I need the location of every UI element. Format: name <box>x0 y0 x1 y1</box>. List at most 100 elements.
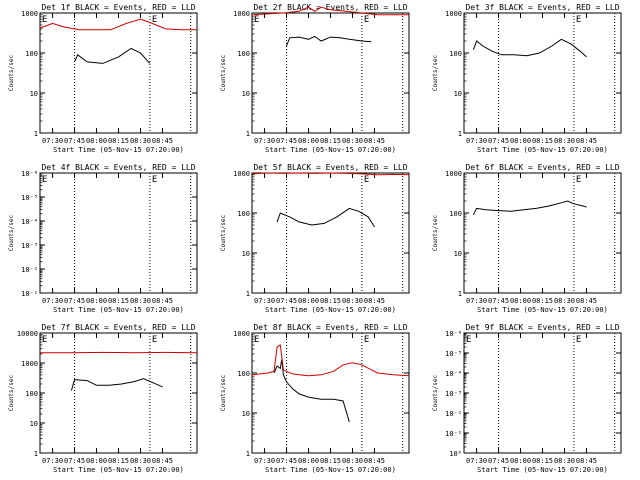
y-tick-label: 1000 <box>233 10 250 18</box>
detector-panel-8: Det 8f BLACK = Events, RED = LLD Counts/s… <box>220 323 410 474</box>
y-tick-label: 10⁻¹ <box>21 290 38 298</box>
plot-title: Det 6f BLACK = Events, RED = LLD <box>465 163 619 172</box>
x-axis-label: Start Time (05-Nov-15 07:20:00) <box>265 306 396 314</box>
y-axis-label: Counts/sec <box>220 375 227 412</box>
event-marker: E <box>152 15 157 25</box>
x-tick-label: 08:45 <box>576 457 597 465</box>
x-tick-label: 08:15 <box>320 457 341 465</box>
y-tick-label: 10⁻² <box>445 410 462 418</box>
event-marker: E <box>466 335 471 345</box>
x-tick-label: 08:30 <box>554 457 575 465</box>
x-axis-label: Start Time (05-Nov-15 07:20:00) <box>265 466 396 474</box>
y-tick-label: 10 <box>242 250 250 258</box>
x-tick-label: 08:15 <box>320 297 341 305</box>
series-line-2 <box>251 6 409 16</box>
y-tick-label: 1 <box>34 130 38 138</box>
series-line-1 <box>286 35 372 47</box>
x-tick-label: 08:30 <box>554 137 575 145</box>
y-tick-label: 10⁻¹ <box>445 430 462 438</box>
event-marker: E <box>576 335 581 345</box>
x-tick-label: 08:45 <box>576 297 597 305</box>
y-tick-label: 100 <box>449 210 462 218</box>
x-axis-label: Start Time (05-Nov-15 07:20:00) <box>53 466 184 474</box>
x-tick-label: 08:15 <box>108 297 129 305</box>
y-tick-label: 1 <box>246 290 250 298</box>
x-tick-label: 08:15 <box>532 457 553 465</box>
y-tick-label: 1 <box>458 290 462 298</box>
x-tick-label: 08:00 <box>86 297 107 305</box>
series-line-2 <box>39 18 197 31</box>
x-tick-label: 08:30 <box>342 297 363 305</box>
x-tick-label: 08:30 <box>342 457 363 465</box>
series-line-2 <box>251 172 410 176</box>
x-tick-label: 07:30 <box>254 457 275 465</box>
x-tick-label: 07:45 <box>488 457 509 465</box>
event-marker: E <box>42 175 47 185</box>
plot-title: Det 5f BLACK = Events, RED = LLD <box>253 163 407 172</box>
y-tick-label: 10⁻⁴ <box>445 370 462 378</box>
x-tick-label: 08:30 <box>554 297 575 305</box>
event-marker: E <box>364 15 369 25</box>
x-axis-label: Start Time (05-Nov-15 07:20:00) <box>53 306 184 314</box>
x-tick-label: 08:30 <box>130 297 151 305</box>
event-marker: E <box>42 15 47 25</box>
y-tick-label: 100 <box>25 390 38 398</box>
x-tick-label: 08:30 <box>342 137 363 145</box>
x-tick-label: 08:00 <box>86 137 107 145</box>
y-tick-label: 10⁻⁶ <box>21 170 38 178</box>
y-tick-label: 10 <box>242 410 250 418</box>
x-tick-label: 07:30 <box>466 137 487 145</box>
x-tick-label: 08:00 <box>510 297 531 305</box>
x-tick-label: 08:15 <box>532 297 553 305</box>
series-line-1 <box>70 378 163 391</box>
x-axis-label: Start Time (05-Nov-15 07:20:00) <box>265 146 396 154</box>
y-tick-label: 100 <box>237 50 250 58</box>
series-line-1 <box>472 38 587 58</box>
y-tick-label: 1000 <box>445 170 462 178</box>
y-axis-label: Counts/sec <box>220 55 227 92</box>
x-tick-label: 07:45 <box>64 457 85 465</box>
plot-frame <box>251 172 410 294</box>
y-axis-label: Counts/sec <box>8 55 15 92</box>
x-tick-label: 08:00 <box>510 137 531 145</box>
y-tick-label: 10 <box>30 90 38 98</box>
event-marker: E <box>254 15 259 25</box>
plot-frame <box>463 332 622 454</box>
detector-panel-3: Det 3f BLACK = Events, RED = LLD Counts/s… <box>432 3 622 154</box>
detector-panel-6: Det 6f BLACK = Events, RED = LLD Counts/s… <box>432 163 622 314</box>
detector-panel-5: Det 5f BLACK = Events, RED = LLD Counts/s… <box>220 163 410 314</box>
event-marker: E <box>254 335 259 345</box>
x-tick-label: 07:45 <box>64 297 85 305</box>
detector-panel-9: Det 9f BLACK = Events, RED = LLD Counts/s… <box>432 323 622 474</box>
x-tick-label: 08:45 <box>152 137 173 145</box>
event-marker: E <box>42 335 47 345</box>
y-axis-label: Counts/sec <box>8 375 15 412</box>
x-axis-label: Start Time (05-Nov-15 07:20:00) <box>477 146 608 154</box>
plot-title: Det 7f BLACK = Events, RED = LLD <box>41 323 195 332</box>
x-tick-label: 07:30 <box>466 457 487 465</box>
detector-panel-7: Det 7f BLACK = Events, RED = LLD Counts/s… <box>8 323 198 474</box>
y-tick-label: 10000 <box>17 330 38 338</box>
series-line-1 <box>276 207 375 228</box>
plot-title: Det 1f BLACK = Events, RED = LLD <box>41 3 195 12</box>
series-line-1 <box>472 200 587 216</box>
y-tick-label: 10 <box>30 420 38 428</box>
x-tick-label: 08:00 <box>298 137 319 145</box>
y-tick-label: 1 <box>246 130 250 138</box>
y-tick-label: 10⁻⁵ <box>445 350 462 358</box>
plot-title: Det 3f BLACK = Events, RED = LLD <box>465 3 619 12</box>
y-tick-label: 10 <box>242 90 250 98</box>
y-tick-label: 100 <box>237 370 250 378</box>
x-tick-label: 08:15 <box>108 137 129 145</box>
y-tick-label: 10⁻³ <box>21 242 38 250</box>
plot-frame <box>251 332 410 454</box>
x-tick-label: 08:15 <box>532 137 553 145</box>
event-marker: E <box>576 15 581 25</box>
y-tick-label: 10⁻⁶ <box>445 330 462 338</box>
x-axis-label: Start Time (05-Nov-15 07:20:00) <box>53 146 184 154</box>
x-tick-label: 07:45 <box>276 457 297 465</box>
y-tick-label: 1000 <box>21 10 38 18</box>
event-marker: E <box>152 175 157 185</box>
x-tick-label: 08:00 <box>510 457 531 465</box>
